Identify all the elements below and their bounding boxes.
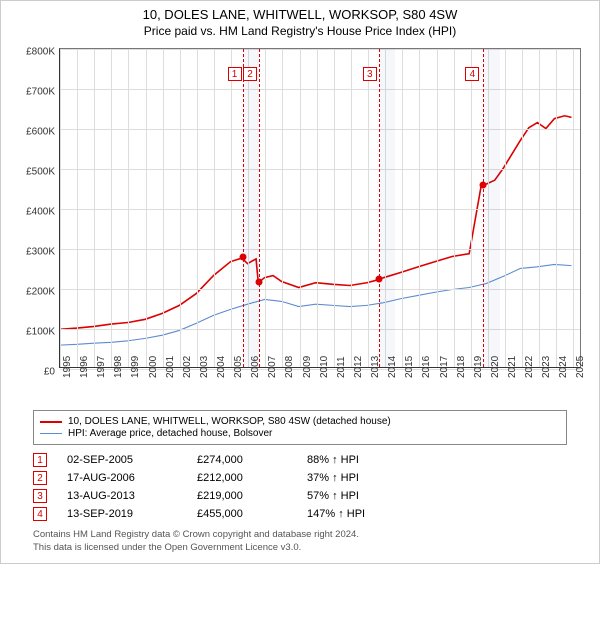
row-pct: 147% ↑ HPI [307, 508, 417, 520]
row-pct: 37% ↑ HPI [307, 472, 417, 484]
footer-line: Contains HM Land Registry data © Crown c… [33, 529, 567, 542]
row-price: £212,000 [197, 472, 307, 484]
legend-swatch [40, 421, 62, 423]
table-row: 4 13-SEP-2019£455,000147% ↑ HPI [33, 507, 567, 521]
event-line [259, 49, 260, 367]
line-series-svg [60, 49, 580, 367]
x-tick-label: 2025 [575, 356, 600, 378]
plot-region: 12 3 4 [59, 48, 581, 368]
row-marker: 4 [33, 507, 47, 521]
chart-title: 10, DOLES LANE, WHITWELL, WORKSOP, S80 4… [13, 7, 587, 22]
y-tick-label: £600K [26, 127, 55, 138]
y-tick-label: £300K [26, 247, 55, 258]
row-date: 13-AUG-2013 [67, 490, 197, 502]
table-row: 1 02-SEP-2005£274,00088% ↑ HPI [33, 453, 567, 467]
y-tick-label: £0 [44, 367, 55, 378]
sale-point [256, 279, 263, 286]
y-tick-label: £500K [26, 167, 55, 178]
sale-point [239, 254, 246, 261]
row-price: £455,000 [197, 508, 307, 520]
event-marker: 1 [228, 67, 242, 81]
y-axis-labels: £0£100K£200K£300K£400K£500K£600K£700K£80… [13, 48, 57, 368]
y-tick-label: £700K [26, 87, 55, 98]
row-price: £219,000 [197, 490, 307, 502]
event-marker: 4 [465, 67, 479, 81]
event-line [483, 49, 484, 367]
y-tick-label: £100K [26, 327, 55, 338]
x-axis-labels: 1995199619971998199920002001200220032004… [59, 370, 581, 404]
row-marker: 1 [33, 453, 47, 467]
table-row: 2 17-AUG-2006£212,00037% ↑ HPI [33, 471, 567, 485]
y-tick-label: £200K [26, 287, 55, 298]
row-pct: 57% ↑ HPI [307, 490, 417, 502]
chart-area: £0 £100K £200K £300K £400K £500K £600K £700K £80… [13, 44, 587, 404]
row-date: 17-AUG-2006 [67, 472, 197, 484]
footer-line: This data is licensed under the Open Gov… [33, 542, 567, 555]
legend: 10, DOLES LANE, WHITWELL, WORKSOP, S80 4… [33, 410, 567, 445]
event-marker: 3 [363, 67, 377, 81]
event-line [379, 49, 380, 367]
row-marker: 3 [33, 489, 47, 503]
row-marker: 2 [33, 471, 47, 485]
chart-subtitle: Price paid vs. HM Land Registry's House … [13, 24, 587, 38]
table-row: 3 13-AUG-2013£219,00057% ↑ HPI [33, 489, 567, 503]
y-tick-label: £800K [26, 47, 55, 58]
attribution-footer: Contains HM Land Registry data © Crown c… [33, 529, 567, 555]
event-marker: 2 [243, 67, 257, 81]
event-line [243, 49, 244, 367]
legend-label: 10, DOLES LANE, WHITWELL, WORKSOP, S80 4… [68, 416, 391, 427]
legend-label: HPI: Average price, detached house, Bols… [68, 428, 272, 439]
chart-container: 10, DOLES LANE, WHITWELL, WORKSOP, S80 4… [0, 0, 600, 564]
row-price: £274,000 [197, 454, 307, 466]
sale-point [479, 182, 486, 189]
legend-item: HPI: Average price, detached house, Bols… [40, 428, 560, 439]
row-pct: 88% ↑ HPI [307, 454, 417, 466]
row-date: 13-SEP-2019 [67, 508, 197, 520]
legend-swatch [40, 433, 62, 434]
row-date: 02-SEP-2005 [67, 454, 197, 466]
sales-table: 1 02-SEP-2005£274,00088% ↑ HPI 2 17-AUG-200… [33, 453, 567, 521]
sale-point [375, 276, 382, 283]
y-tick-label: £400K [26, 207, 55, 218]
legend-item: 10, DOLES LANE, WHITWELL, WORKSOP, S80 4… [40, 416, 560, 427]
